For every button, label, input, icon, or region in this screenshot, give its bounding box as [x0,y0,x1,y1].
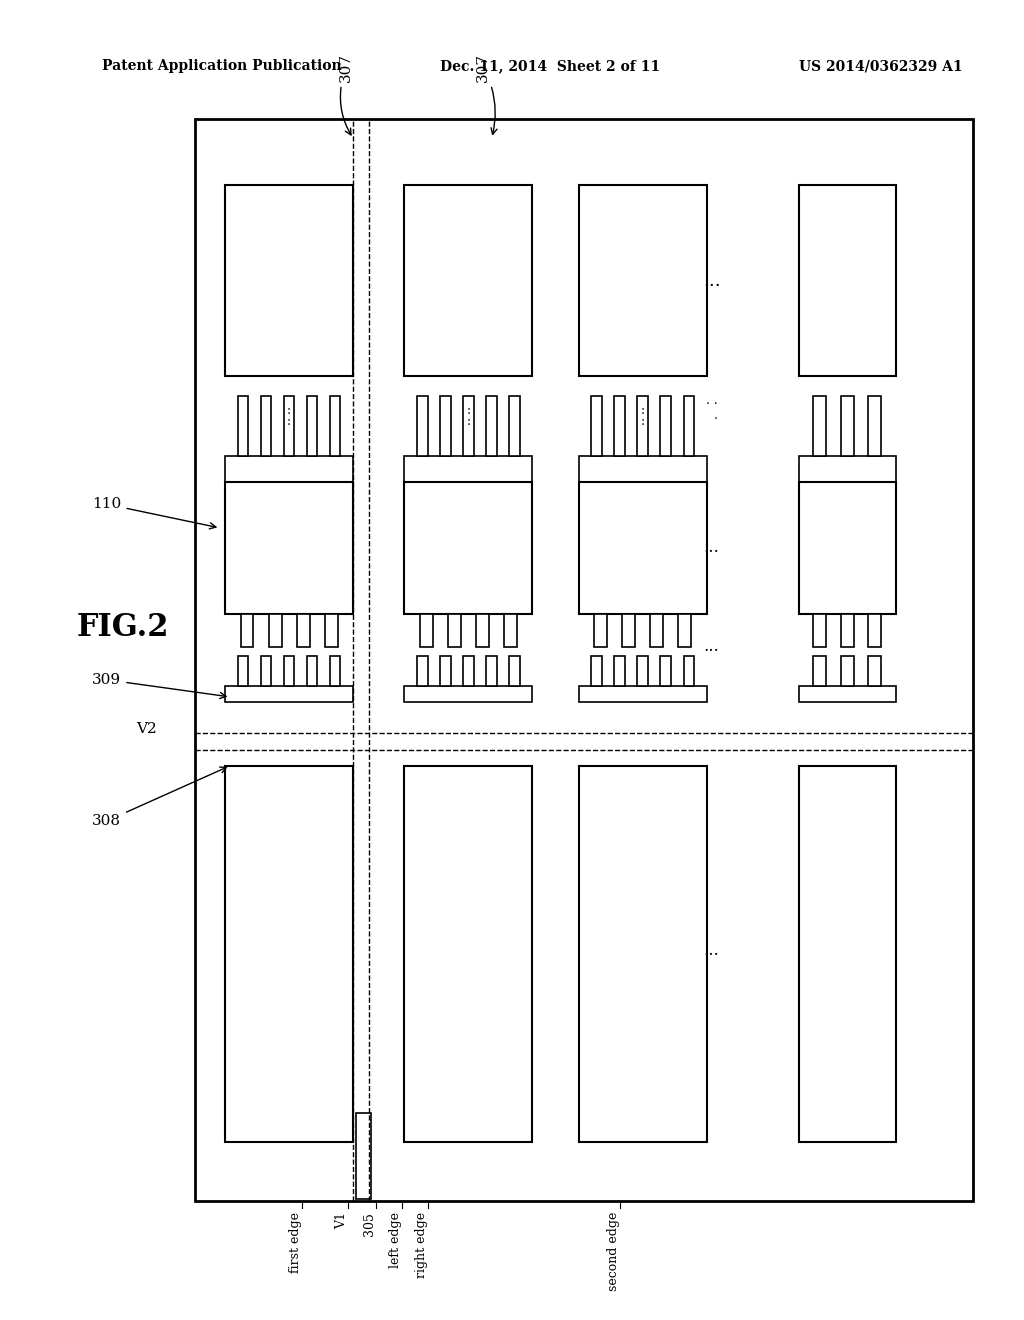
Bar [330,656,340,686]
Bar [241,614,254,647]
Bar [813,656,826,686]
Bar [238,396,249,457]
Bar [868,396,882,457]
Text: ...: ... [702,272,721,290]
Bar [285,396,295,457]
Bar [418,396,428,457]
Bar [225,482,353,614]
Text: ...: ... [703,540,720,556]
Bar [486,396,497,457]
Text: :
:: : : [640,404,645,428]
Bar [660,656,671,686]
Bar [660,396,671,457]
Bar [614,396,625,457]
Bar [268,614,282,647]
Bar [404,686,532,702]
Bar [799,686,896,702]
Text: second edge: second edge [606,1212,620,1291]
Bar [510,656,520,686]
Text: 307: 307 [476,53,497,135]
Bar [799,185,896,376]
Bar [579,766,707,1142]
Text: US 2014/0362329 A1: US 2014/0362329 A1 [799,59,963,74]
Text: :
:: : : [287,404,292,428]
Bar [307,656,317,686]
Text: Patent Application Publication: Patent Application Publication [102,59,342,74]
Bar [463,656,473,686]
Bar [678,614,691,647]
Bar [463,396,473,457]
Bar [579,457,707,482]
Bar [326,614,338,647]
Bar [404,482,532,614]
Text: first edge: first edge [289,1212,302,1272]
Bar [579,185,707,376]
Bar [225,185,353,376]
Bar [297,614,309,647]
Text: 110: 110 [92,498,216,529]
Bar [614,656,625,686]
Bar [195,119,973,1201]
Bar [285,656,295,686]
Bar [591,396,601,457]
Bar [449,614,461,647]
Bar [579,482,707,614]
Text: Dec. 11, 2014  Sheet 2 of 11: Dec. 11, 2014 Sheet 2 of 11 [440,59,660,74]
Bar [505,614,517,647]
Text: ...: ... [703,942,720,958]
Bar [594,614,606,647]
Text: V1: V1 [335,1212,348,1229]
Bar [868,614,882,647]
Bar [476,614,489,647]
Text: 305: 305 [362,1212,376,1236]
Bar [868,656,882,686]
Bar [637,656,647,686]
Bar [356,1113,371,1199]
Bar [486,656,497,686]
Text: left edge: left edge [389,1212,402,1267]
Bar [579,686,707,702]
Bar [841,656,854,686]
Text: :
:: : : [466,404,471,428]
Bar [813,396,826,457]
Bar [225,457,353,482]
Bar [261,656,271,686]
Bar [683,656,693,686]
Bar [813,614,826,647]
Bar [225,686,353,702]
Bar [637,396,647,457]
Bar [404,185,532,376]
Bar [404,457,532,482]
Text: V2: V2 [136,722,157,735]
Bar [591,656,601,686]
Bar [841,396,854,457]
Bar [418,656,428,686]
Text: 307: 307 [339,53,353,135]
Bar [420,614,433,647]
Bar [440,656,451,686]
Bar [683,396,693,457]
Bar [799,482,896,614]
Bar [799,766,896,1142]
Text: FIG.2: FIG.2 [77,611,169,643]
Bar [841,614,854,647]
Bar [307,396,317,457]
Text: ...: ... [703,639,720,655]
Bar [510,396,520,457]
Text: . .
  .: . . . [706,395,718,437]
Bar [330,396,340,457]
Bar [225,766,353,1142]
Bar [261,396,271,457]
Text: 309: 309 [92,673,226,698]
Bar [238,656,249,686]
Text: right edge: right edge [415,1212,428,1278]
Bar [404,766,532,1142]
Bar [622,614,635,647]
Text: 308: 308 [92,767,226,828]
Bar [799,457,896,482]
Bar [440,396,451,457]
Bar [650,614,664,647]
